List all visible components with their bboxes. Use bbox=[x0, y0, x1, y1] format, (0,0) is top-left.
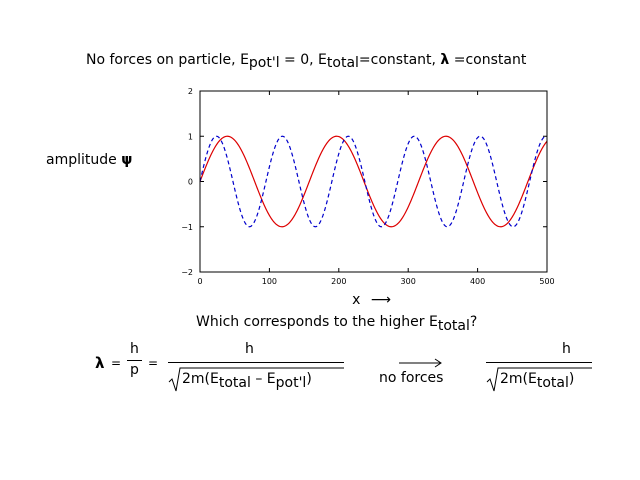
no-forces-arrow-icon bbox=[399, 358, 442, 368]
question-prefix: Which corresponds to the higher E bbox=[196, 314, 438, 330]
title-mid1: = 0, E bbox=[279, 52, 327, 68]
title-suffix: =constant bbox=[449, 52, 527, 68]
eq-numerator-1: h bbox=[245, 341, 254, 357]
sqrt-sign-1 bbox=[168, 367, 344, 392]
y-tick-label: 0 bbox=[188, 178, 193, 187]
den1-mid: – E bbox=[250, 371, 276, 387]
arrow-label: no forces bbox=[379, 370, 444, 386]
y-tick-label: 1 bbox=[188, 132, 193, 141]
psi-symbol: ψ bbox=[121, 152, 133, 168]
eq-numerator-2: h bbox=[562, 341, 571, 357]
x-axis-arrow: ⟶ bbox=[371, 292, 391, 308]
sqrt-sign-2 bbox=[486, 367, 592, 392]
den1-sub-total: total bbox=[218, 375, 251, 391]
question-sub: total bbox=[437, 318, 470, 334]
x-tick-label: 400 bbox=[470, 277, 485, 286]
chart-title: No forces on particle, Epot'l = 0, Etota… bbox=[86, 52, 526, 71]
den1-suffix: ) bbox=[306, 371, 312, 387]
x-tick-label: 500 bbox=[539, 277, 554, 286]
question-suffix: ? bbox=[469, 314, 478, 330]
den1-prefix: 2m(E bbox=[182, 371, 219, 387]
eq-fraction-bar-3 bbox=[486, 362, 592, 363]
eq-equals-1: = bbox=[111, 356, 122, 370]
title-lambda: λ bbox=[440, 52, 450, 68]
title-prefix: No forces on particle, E bbox=[86, 52, 249, 68]
eq-p: p bbox=[130, 362, 139, 378]
x-axis-label: x ⟶ bbox=[352, 292, 391, 308]
x-tick-label: 100 bbox=[262, 277, 277, 286]
y-tick-label: 2 bbox=[188, 87, 193, 96]
den1-sub-potl: pot'l bbox=[275, 375, 307, 391]
y-axis-label: amplitude ψ bbox=[46, 152, 132, 168]
den2-prefix: 2m(E bbox=[500, 371, 537, 387]
eq-equals-2: = bbox=[148, 356, 159, 370]
x-tick-label: 300 bbox=[401, 277, 416, 286]
wave-series-dashed bbox=[199, 135, 548, 228]
eq-fraction-bar-2 bbox=[168, 362, 344, 363]
eq-h: h bbox=[130, 341, 139, 357]
title-sub-total: total bbox=[326, 55, 359, 71]
eq-denominator-1: 2m(Etotal – Epot'l) bbox=[182, 371, 312, 391]
x-tick-label: 0 bbox=[197, 277, 202, 286]
eq-lambda: λ bbox=[95, 354, 105, 372]
eq-fraction-bar-1 bbox=[127, 360, 142, 361]
x-tick-label: 200 bbox=[331, 277, 346, 286]
x-axis-label-text: x bbox=[352, 292, 360, 308]
eq-denominator-2: 2m(Etotal) bbox=[500, 371, 574, 391]
den2-sub-total: total bbox=[536, 375, 569, 391]
y-axis-label-text: amplitude bbox=[46, 152, 122, 168]
title-sub-potl: pot'l bbox=[248, 55, 280, 71]
den2-suffix: ) bbox=[568, 371, 575, 387]
wave-series-solid bbox=[199, 135, 548, 228]
y-tick-label: −1 bbox=[181, 223, 193, 232]
title-mid2: =constant, bbox=[358, 52, 441, 68]
question-text: Which corresponds to the higher Etotal? bbox=[196, 314, 477, 334]
plot-frame bbox=[199, 90, 548, 273]
y-tick-label: −2 bbox=[181, 268, 193, 277]
